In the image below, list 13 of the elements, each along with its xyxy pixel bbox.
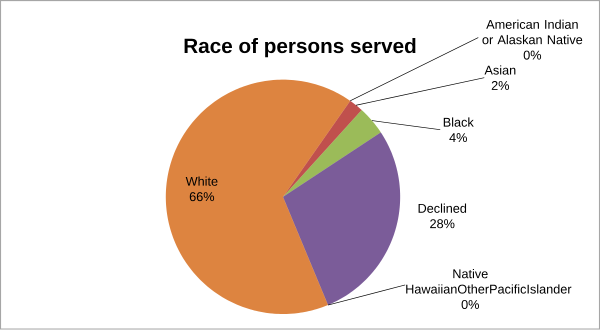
chart-title: Race of persons served bbox=[184, 38, 416, 58]
text: 0% bbox=[462, 300, 479, 310]
data-label: 2% bbox=[492, 81, 510, 90]
slice-label: Declined bbox=[418, 204, 466, 214]
slice-label: Asian bbox=[484, 66, 516, 75]
data-label: 4% bbox=[449, 133, 467, 142]
data-label: 66% bbox=[190, 192, 214, 202]
slice-label: Black bbox=[444, 118, 474, 127]
text: 0% bbox=[524, 50, 542, 60]
data-label: 28% bbox=[430, 219, 454, 228]
category-label: Native HawaiianOtherPacificIslander bbox=[406, 269, 572, 294]
category-label: American Indian or Alaskan Native bbox=[482, 20, 582, 44]
slice-label: White bbox=[186, 176, 218, 186]
